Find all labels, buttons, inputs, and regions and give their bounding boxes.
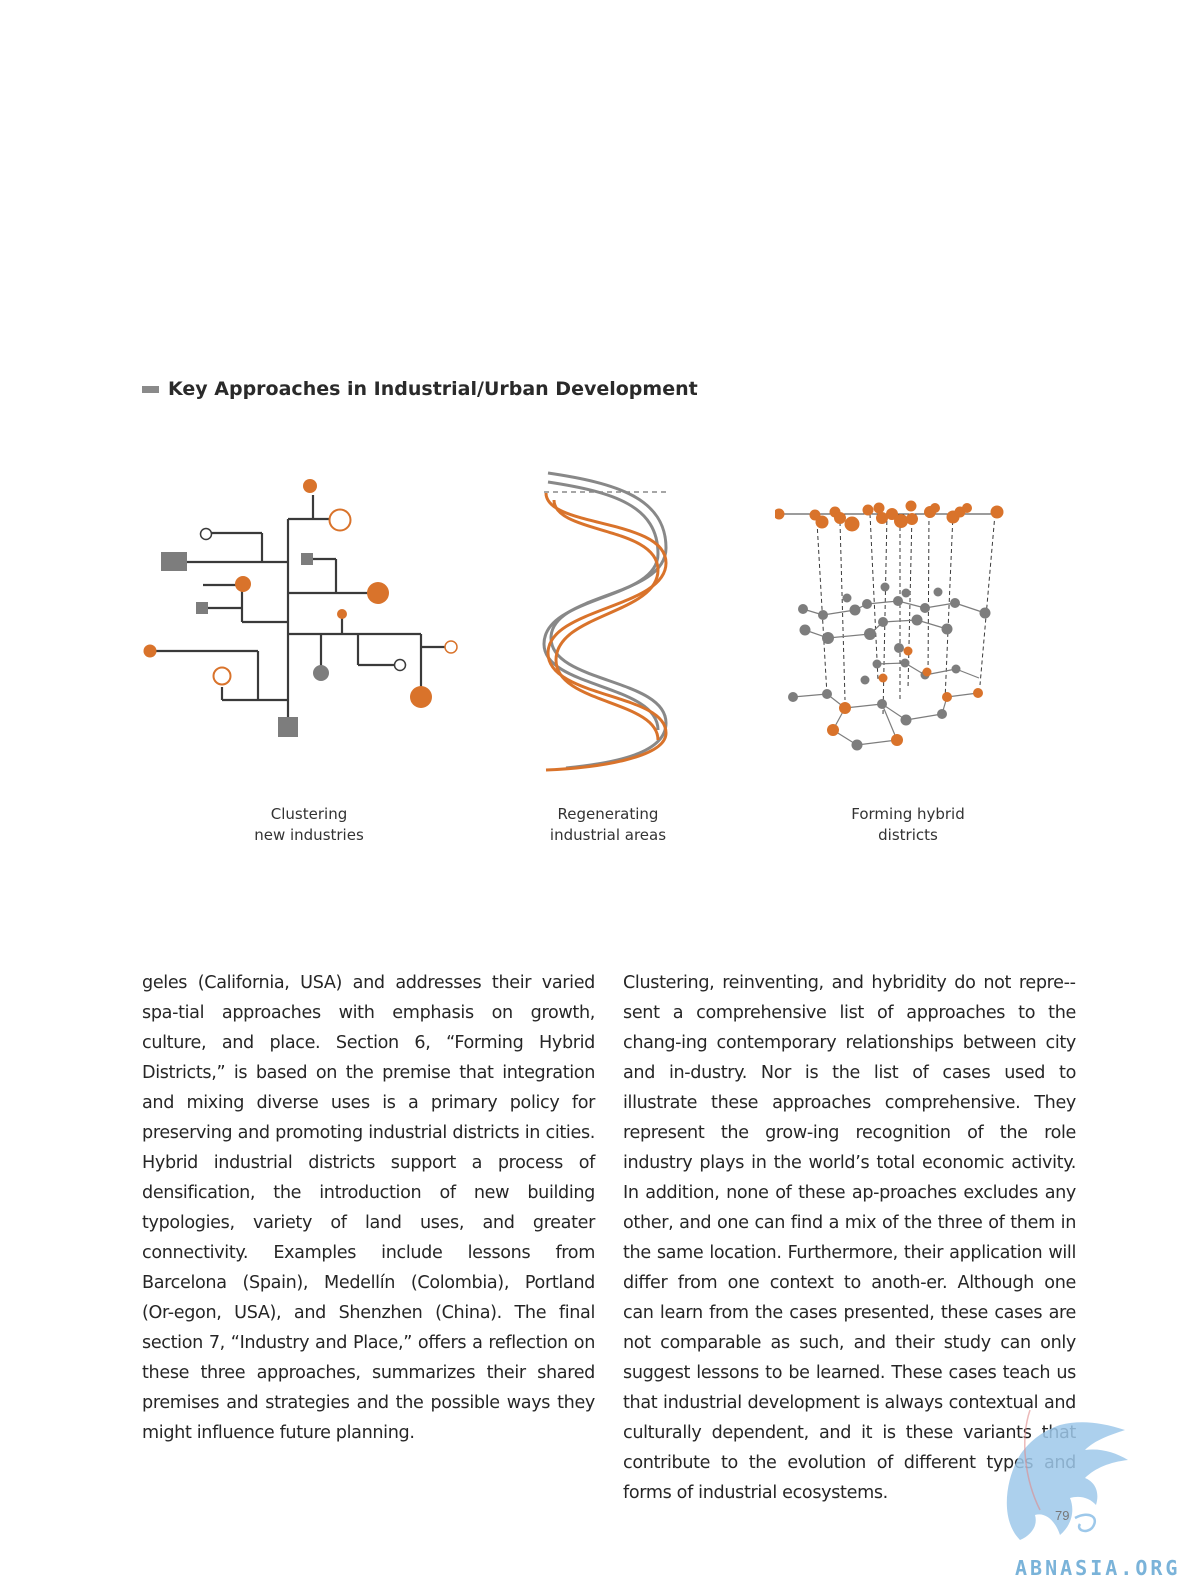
figure-caption-clustering: Clustering new industries <box>209 804 409 846</box>
body-column-right: Clustering, reinventing, and hybridity d… <box>623 973 1076 1503</box>
heading-marker-icon <box>142 385 159 393</box>
caption-line: Forming hybrid <box>851 805 965 823</box>
body-column-left: geles (California, USA) and addresses th… <box>142 973 595 1443</box>
caption-line: new industries <box>254 826 364 844</box>
figure-caption-hybrid: Forming hybrid districts <box>808 804 1008 846</box>
section-title: Key Approaches in Industrial/Urban Devel… <box>168 378 698 400</box>
figure-caption-regenerating: Regenerating industrial areas <box>508 804 708 846</box>
tree-network-icon <box>143 479 458 737</box>
watermark-text: ABNASIA.ORG <box>1015 1556 1181 1580</box>
dragon-logo-icon <box>1006 1409 1128 1540</box>
layered-network-icon <box>775 500 1004 751</box>
caption-line: Regenerating <box>557 805 659 823</box>
caption-line: industrial areas <box>549 826 667 844</box>
section-heading: Key Approaches in Industrial/Urban Devel… <box>142 378 698 400</box>
caption-line: districts <box>878 826 938 844</box>
page-number: 79 <box>1055 1508 1070 1523</box>
caption-line: Clustering <box>270 805 348 823</box>
double-helix-icon <box>542 471 668 772</box>
